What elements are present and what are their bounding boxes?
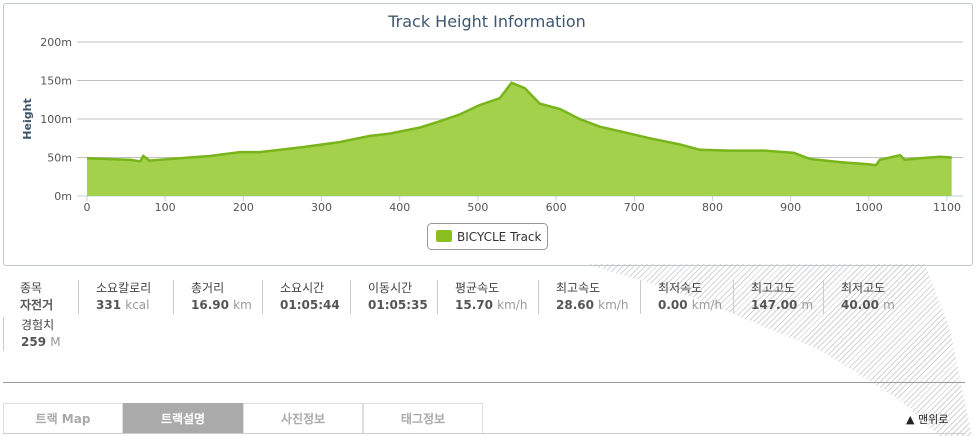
stat-unit: kcal bbox=[125, 298, 150, 312]
stat-unit: m bbox=[801, 298, 814, 312]
chart-panel bbox=[3, 3, 973, 266]
stat-number: 259 bbox=[21, 335, 47, 349]
stat-label: 소요칼로리 bbox=[96, 281, 152, 295]
stat-value: 15.70 km/h bbox=[455, 297, 527, 314]
stat-item: 소요시간 01:05:44 bbox=[262, 280, 340, 314]
stat-number: 40.00 bbox=[841, 298, 879, 312]
stat-number: 15.70 bbox=[455, 298, 493, 312]
stat-label: 최고속도 bbox=[556, 281, 601, 295]
y-tick-label: 200m bbox=[40, 36, 72, 49]
tab-bar: 트랙 Map 트랙설명 사진정보 태그정보 bbox=[3, 403, 483, 433]
x-tick-label: 800 bbox=[702, 201, 723, 214]
y-tick-label: 0m bbox=[54, 190, 72, 203]
stat-label: 이동시간 bbox=[368, 281, 413, 295]
stat-number: 자전거 bbox=[20, 298, 54, 312]
x-tick-label: 500 bbox=[467, 201, 488, 214]
divider bbox=[3, 382, 965, 383]
legend-swatch bbox=[436, 230, 452, 242]
y-tick-label: 50m bbox=[47, 152, 72, 165]
legend-box bbox=[427, 223, 548, 250]
back-to-top-link[interactable]: ▲ 맨위로 bbox=[906, 413, 949, 426]
x-tick-label: 600 bbox=[546, 201, 567, 214]
stat-item: 최고속도 28.60 km/h bbox=[538, 280, 628, 314]
y-tick-label: 100m bbox=[40, 113, 72, 126]
stat-unit: km/h bbox=[497, 298, 528, 312]
stat-label: 총거리 bbox=[191, 281, 225, 295]
tab-underline bbox=[3, 433, 965, 434]
stat-unit: km/h bbox=[598, 298, 629, 312]
stat-item: 최저속도 0.00 km/h bbox=[640, 280, 722, 314]
stat-number: 28.60 bbox=[556, 298, 594, 312]
stat-number: 0.00 bbox=[658, 298, 688, 312]
tab-4[interactable]: 태그정보 bbox=[363, 403, 483, 433]
stat-value: 28.60 km/h bbox=[556, 297, 628, 314]
stat-item: 평균속도 15.70 km/h bbox=[437, 280, 527, 314]
stat-value: 40.00 m bbox=[841, 297, 895, 314]
x-tick-label: 200 bbox=[233, 201, 254, 214]
x-tick-label: 0 bbox=[84, 201, 91, 214]
stat-item: 최고고도 147.00 m bbox=[733, 280, 813, 314]
legend-label: BICYCLE Track bbox=[457, 230, 542, 244]
stat-value: 01:05:44 bbox=[280, 297, 340, 314]
stat-number: 147.00 bbox=[751, 298, 798, 312]
stat-number: 16.90 bbox=[191, 298, 229, 312]
stat-value: 331 kcal bbox=[96, 297, 151, 314]
stat-value: 01:05:35 bbox=[368, 297, 428, 314]
stat-label: 최저속도 bbox=[658, 281, 703, 295]
stat-value: 16.90 km bbox=[191, 297, 252, 314]
stat-label: 소요시간 bbox=[280, 281, 325, 295]
stat-item: 이동시간 01:05:35 bbox=[350, 280, 428, 314]
tab-1[interactable]: 트랙 Map bbox=[3, 403, 123, 433]
stat-number: 01:05:44 bbox=[280, 298, 340, 312]
stat-unit: m bbox=[883, 298, 895, 312]
stat-number: 331 bbox=[96, 298, 122, 312]
stat-value: 자전거 bbox=[20, 297, 53, 314]
x-tick-label: 400 bbox=[389, 201, 410, 214]
height-chart: Track Height Information Height 0m 50m 100m 1… bbox=[21, 12, 963, 250]
elevation-area bbox=[87, 82, 952, 196]
stat-label: 최저고도 bbox=[841, 281, 886, 295]
x-tick-label: 700 bbox=[624, 201, 645, 214]
tab-3[interactable]: 사진정보 bbox=[243, 403, 363, 433]
stat-unit: M bbox=[50, 335, 61, 349]
y-tick-label: 150m bbox=[40, 75, 72, 88]
stat-value: 0.00 km/h bbox=[658, 297, 722, 314]
stat-value: 147.00 m bbox=[751, 297, 813, 314]
stat-label: 평균속도 bbox=[455, 281, 500, 295]
stat-item: 총거리 16.90 km bbox=[173, 280, 252, 314]
stat-unit: km/h bbox=[691, 298, 723, 312]
tab-2[interactable]: 트랙설명 bbox=[123, 403, 243, 433]
x-tick-label: 1000 bbox=[855, 201, 883, 214]
x-tick-label: 100 bbox=[155, 201, 176, 214]
x-tick-label: 300 bbox=[311, 201, 332, 214]
chart-title: Track Height Information bbox=[387, 12, 586, 31]
stat-unit: km bbox=[233, 298, 252, 312]
x-tick-label: 1100 bbox=[933, 201, 961, 214]
x-tick-label: 900 bbox=[780, 201, 801, 214]
stat-item: 최저고도 40.00 m bbox=[823, 280, 895, 314]
stat-label: 종목 bbox=[20, 281, 43, 295]
y-axis-label: Height bbox=[21, 98, 34, 139]
stat-value: 259 M bbox=[21, 334, 61, 351]
stat-label: 경험치 bbox=[21, 318, 55, 332]
stat-label: 최고고도 bbox=[751, 281, 796, 295]
stat-item: 소요칼로리 331 kcal bbox=[78, 280, 151, 314]
stat-number: 01:05:35 bbox=[368, 298, 428, 312]
stat-item: 경험치 259 M bbox=[3, 317, 61, 351]
